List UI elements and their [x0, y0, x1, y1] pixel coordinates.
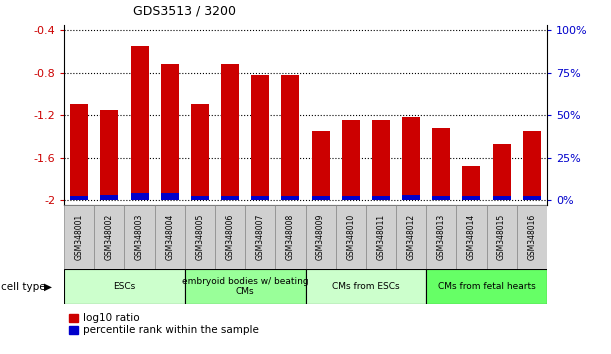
Bar — [282, 75, 299, 200]
Bar — [70, 196, 89, 200]
Bar — [245, 205, 276, 269]
Bar — [131, 46, 148, 200]
Bar — [342, 196, 360, 200]
Bar — [191, 196, 209, 200]
Text: GSM348016: GSM348016 — [527, 214, 536, 260]
Text: GSM348015: GSM348015 — [497, 214, 506, 260]
Text: CMs from fetal hearts: CMs from fetal hearts — [437, 282, 535, 291]
Bar — [456, 205, 486, 269]
Text: GSM348001: GSM348001 — [75, 214, 84, 260]
Legend: log10 ratio, percentile rank within the sample: log10 ratio, percentile rank within the … — [70, 313, 259, 335]
Bar — [463, 196, 480, 200]
Bar — [486, 205, 517, 269]
Bar — [426, 269, 547, 304]
Bar — [426, 205, 456, 269]
Bar — [64, 205, 94, 269]
Bar — [342, 120, 360, 200]
Bar — [306, 269, 426, 304]
Bar — [335, 205, 366, 269]
Bar — [372, 196, 390, 200]
Bar — [191, 104, 209, 200]
Text: GSM348012: GSM348012 — [406, 214, 415, 260]
Bar — [492, 144, 511, 200]
Text: ▶: ▶ — [44, 282, 52, 292]
Bar — [402, 117, 420, 200]
Bar — [221, 64, 239, 200]
Bar — [100, 110, 119, 200]
Text: GSM348007: GSM348007 — [256, 214, 265, 261]
Bar — [517, 205, 547, 269]
Bar — [215, 205, 245, 269]
Bar — [64, 269, 185, 304]
Text: GSM348011: GSM348011 — [376, 214, 386, 260]
Bar — [251, 196, 269, 200]
Text: GSM348009: GSM348009 — [316, 214, 325, 261]
Bar — [185, 205, 215, 269]
Text: cell type: cell type — [1, 282, 46, 292]
Bar — [131, 193, 148, 200]
Bar — [523, 196, 541, 200]
Text: GSM348003: GSM348003 — [135, 214, 144, 261]
Bar — [161, 193, 179, 200]
Bar — [432, 196, 450, 200]
Bar — [155, 205, 185, 269]
Text: GSM348006: GSM348006 — [225, 214, 235, 261]
Text: ESCs: ESCs — [114, 282, 136, 291]
Text: GSM348005: GSM348005 — [196, 214, 205, 261]
Text: GSM348008: GSM348008 — [286, 214, 295, 260]
Bar — [372, 120, 390, 200]
Bar — [312, 196, 330, 200]
Bar — [396, 205, 426, 269]
Bar — [185, 269, 306, 304]
Bar — [221, 196, 239, 200]
Bar — [366, 205, 396, 269]
Bar — [100, 195, 119, 200]
Bar — [94, 205, 125, 269]
Text: GDS3513 / 3200: GDS3513 / 3200 — [133, 5, 236, 18]
Bar — [432, 128, 450, 200]
Bar — [125, 205, 155, 269]
Bar — [523, 131, 541, 200]
Bar — [312, 131, 330, 200]
Text: GSM348004: GSM348004 — [165, 214, 174, 261]
Text: CMs from ESCs: CMs from ESCs — [332, 282, 400, 291]
Bar — [70, 104, 89, 200]
Bar — [251, 75, 269, 200]
Bar — [306, 205, 335, 269]
Bar — [276, 205, 306, 269]
Bar — [463, 166, 480, 200]
Text: embryoid bodies w/ beating
CMs: embryoid bodies w/ beating CMs — [182, 277, 309, 296]
Bar — [492, 196, 511, 200]
Bar — [282, 196, 299, 200]
Text: GSM348013: GSM348013 — [437, 214, 446, 260]
Text: GSM348010: GSM348010 — [346, 214, 355, 260]
Bar — [161, 64, 179, 200]
Bar — [402, 195, 420, 200]
Text: GSM348014: GSM348014 — [467, 214, 476, 260]
Text: GSM348002: GSM348002 — [105, 214, 114, 260]
